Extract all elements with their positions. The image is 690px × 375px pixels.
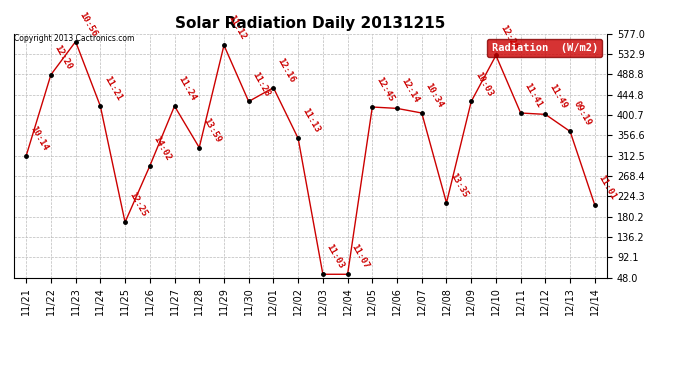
Text: 11:12: 11:12 [226, 14, 247, 42]
Text: Copyright 2013 Cactronics.com: Copyright 2013 Cactronics.com [14, 34, 134, 43]
Text: 11:13: 11:13 [300, 107, 322, 135]
Text: 11:21: 11:21 [102, 75, 124, 102]
Text: 12:26: 12:26 [498, 24, 519, 52]
Text: 11:28: 11:28 [250, 70, 272, 98]
Text: 13:59: 13:59 [201, 116, 222, 144]
Text: 13:35: 13:35 [448, 171, 470, 199]
Text: 12:20: 12:20 [53, 43, 74, 71]
Text: 12:25: 12:25 [127, 191, 148, 219]
Text: 10:14: 10:14 [28, 124, 50, 152]
Text: 12:16: 12:16 [275, 56, 297, 84]
Text: 10:56: 10:56 [77, 10, 99, 38]
Legend: Radiation  (W/m2): Radiation (W/m2) [487, 39, 602, 57]
Text: 11:01: 11:01 [597, 174, 618, 201]
Text: 11:41: 11:41 [522, 81, 544, 110]
Text: 11:07: 11:07 [350, 243, 371, 271]
Text: 11:49: 11:49 [547, 83, 569, 111]
Text: 09:19: 09:19 [572, 100, 593, 128]
Text: 12:14: 12:14 [399, 77, 420, 105]
Text: 10:34: 10:34 [424, 81, 445, 110]
Title: Solar Radiation Daily 20131215: Solar Radiation Daily 20131215 [175, 16, 446, 31]
Text: 12:45: 12:45 [374, 75, 395, 104]
Text: 14:02: 14:02 [152, 135, 173, 162]
Text: 11:24: 11:24 [177, 75, 198, 102]
Text: 10:03: 10:03 [473, 70, 495, 98]
Text: 11:03: 11:03 [325, 243, 346, 271]
